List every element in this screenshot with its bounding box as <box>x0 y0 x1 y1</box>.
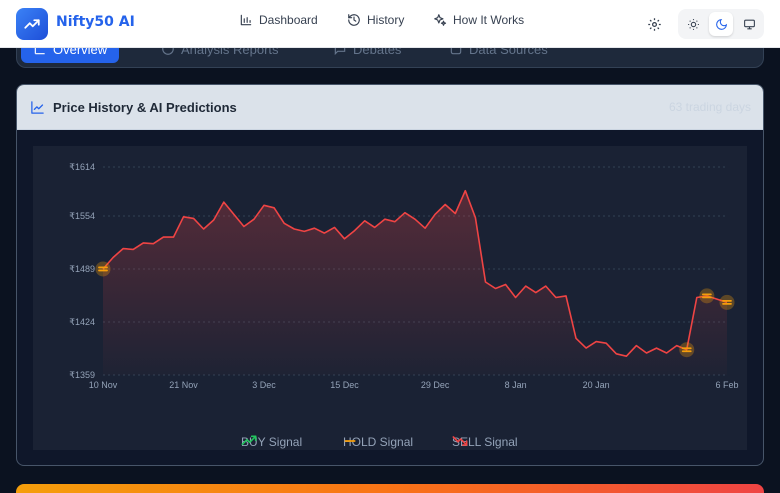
price-chart: ₹1614 ₹1554 ₹1489 ₹1424 ₹1359 10 Nov 21 Nov 3 D… <box>33 146 747 450</box>
sparkles-icon <box>434 14 447 26</box>
minus-icon <box>344 440 356 442</box>
x-tick-label: 21 Nov <box>169 380 198 390</box>
nav-how-it-works[interactable]: How It Works <box>433 13 524 27</box>
legend-hold-label: HOLD Signal <box>343 435 414 449</box>
x-tick-label: 20 Jan <box>583 380 610 390</box>
nav-history-label: History <box>367 13 405 27</box>
y-tick-label: ₹1614 <box>69 162 95 172</box>
x-tick-label: 29 Dec <box>421 380 450 390</box>
nav-dashboard[interactable]: Dashboard <box>239 13 318 27</box>
light-theme-button[interactable] <box>681 12 705 36</box>
card-header: Price History & AI Predictions 63 tradin… <box>17 85 763 130</box>
trading-days-count: 63 trading days <box>668 100 751 114</box>
x-tick-label: 10 Nov <box>89 380 118 390</box>
card-title: Price History & AI Predictions <box>53 100 237 115</box>
signal-marker-hold[interactable] <box>679 342 695 358</box>
y-tick-label: ₹1489 <box>69 264 95 274</box>
gear-icon <box>647 17 661 31</box>
nav-dashboard-label: Dashboard <box>259 13 318 27</box>
next-card-edge <box>16 484 764 493</box>
signal-marker-hold[interactable] <box>699 288 715 304</box>
dark-theme-button[interactable] <box>709 12 733 36</box>
moon-icon <box>715 18 727 30</box>
price-line <box>102 189 728 357</box>
signal-marker-hold[interactable] <box>719 294 735 310</box>
y-tick-label: ₹1554 <box>69 211 95 221</box>
legend-hold[interactable]: HOLD Signal <box>343 435 413 449</box>
nav-how-it-works-label: How It Works <box>453 13 525 27</box>
nav-history[interactable]: History <box>347 13 404 27</box>
x-tick-label: 15 Dec <box>330 380 359 390</box>
sun-icon <box>687 18 699 30</box>
y-tick-label: ₹1359 <box>69 370 95 380</box>
trending-down-icon <box>452 436 468 446</box>
price-area <box>103 190 727 375</box>
x-tick-label: 8 Jan <box>505 380 527 390</box>
y-tick-label: ₹1424 <box>69 317 95 327</box>
bar-chart-icon <box>240 14 252 26</box>
legend-sell-label: SELL Signal <box>452 435 518 449</box>
price-history-card: Price History & AI Predictions 63 tradin… <box>16 84 764 466</box>
history-icon <box>348 14 360 26</box>
trending-up-icon <box>241 435 257 446</box>
monitor-icon <box>743 19 755 29</box>
system-theme-button[interactable] <box>737 12 761 36</box>
trending-up-logo-icon[interactable] <box>16 8 48 40</box>
theme-switcher <box>678 9 764 39</box>
top-navbar: Nifty50 AI Dashboard History How It Work… <box>0 0 780 48</box>
line-chart-icon <box>31 101 44 114</box>
x-tick-label: 3 Dec <box>252 380 276 390</box>
x-tick-label: 6 Feb <box>715 380 738 390</box>
signal-marker-hold[interactable] <box>95 261 111 277</box>
legend-sell[interactable]: SELL Signal <box>452 435 518 449</box>
app-name[interactable]: Nifty50 AI <box>56 14 135 30</box>
legend-buy[interactable]: BUY Signal <box>241 435 302 449</box>
settings-button[interactable] <box>642 12 666 36</box>
